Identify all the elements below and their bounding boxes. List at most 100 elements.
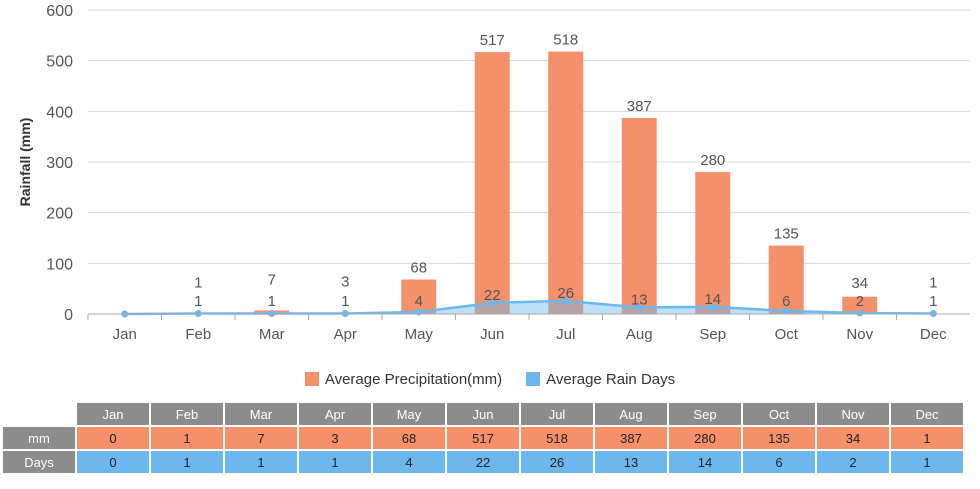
rain-days-labels: 1 1 1 4 22 26 13 14 6 2 1	[194, 285, 937, 310]
data-table: Jan Feb Mar Apr May Jun Jul Aug Sep Oct Nov Dec mm …	[1, 401, 965, 475]
table-row-days: Days 0 1 1 1 4 22 26 13 14 6 2 1	[3, 451, 963, 473]
rain-days-area-fill	[124, 300, 934, 314]
precipitation-bar[interactable]	[842, 296, 878, 314]
x-tick-label: Jan	[113, 326, 137, 343]
x-tick-label: Apr	[334, 326, 357, 343]
table-header-cell: Sep	[669, 403, 741, 425]
x-tick-label: May	[405, 326, 434, 343]
rain-days-value-label: 1	[268, 293, 276, 310]
rain-days-point[interactable]	[488, 299, 496, 307]
table-cell-days: 1	[225, 451, 297, 473]
precipitation-bar[interactable]	[548, 51, 584, 315]
table-cell-mm: 68	[373, 427, 445, 449]
table-header-cell: Mar	[225, 403, 297, 425]
rain-days-value-label: 1	[929, 293, 937, 310]
x-tick-label: Nov	[846, 326, 873, 343]
precipitation-value-label: 3	[341, 273, 349, 290]
table-header-cell: Dec	[891, 403, 963, 425]
precipitation-value-label: 135	[774, 226, 799, 243]
precipitation-value-label: 7	[268, 271, 276, 288]
table-header-cell: Jul	[521, 403, 593, 425]
table-cell-mm: 1	[151, 427, 223, 449]
y-tick-label: 100	[46, 256, 73, 273]
legend-swatch-rain-days	[526, 372, 541, 386]
rain-days-point[interactable]	[782, 307, 790, 315]
legend-swatch-precipitation	[304, 372, 319, 386]
rain-days-point[interactable]	[929, 309, 937, 317]
table-cell-mm: 7	[225, 427, 297, 449]
legend-item-precipitation[interactable]: Average Precipitation(mm)	[304, 371, 502, 388]
table-header-row: Jan Feb Mar Apr May Jun Jul Aug Sep Oct Nov Dec	[3, 403, 963, 425]
rain-days-line	[124, 299, 934, 316]
legend-item-rain-days[interactable]: Average Rain Days	[526, 371, 675, 388]
table-cell-days: 26	[521, 451, 593, 473]
x-tick-label: Dec	[920, 326, 947, 343]
precipitation-bar[interactable]	[695, 172, 731, 314]
rain-days-point[interactable]	[856, 309, 864, 317]
precipitation-bar[interactable]	[401, 279, 437, 314]
legend-label-rain-days: Average Rain Days	[546, 370, 676, 388]
precipitation-value-label: 1	[929, 274, 937, 291]
rain-days-point[interactable]	[194, 309, 202, 317]
x-tick-label: Feb	[185, 326, 211, 343]
rain-days-point[interactable]	[709, 303, 717, 311]
rain-days-value-label: 1	[341, 293, 349, 310]
table-header-cell: Feb	[151, 403, 223, 425]
precipitation-value-label: 34	[851, 275, 868, 292]
table-header-cell: Jun	[447, 403, 519, 425]
table-cell-days: 6	[743, 451, 815, 473]
row-head-days: Days	[3, 451, 75, 473]
table-cell-mm: 34	[817, 427, 889, 449]
table-header-cell: Jan	[77, 403, 149, 425]
table-header-cell: Aug	[595, 403, 667, 425]
x-tick-label: Sep	[699, 326, 726, 343]
precipitation-value-label: 1	[194, 274, 202, 291]
x-tick-label: Mar	[259, 326, 285, 343]
table-cell-mm: 0	[77, 427, 149, 449]
precipitation-bar[interactable]	[474, 52, 510, 314]
table-cell-days: 13	[595, 451, 667, 473]
rain-days-value-label: 2	[856, 293, 864, 310]
table-cell-days: 0	[77, 451, 149, 473]
table-header-cell: Apr	[299, 403, 371, 425]
table-cell-mm: 3	[299, 427, 371, 449]
table-cell-mm: 517	[447, 427, 519, 449]
x-tick-label: Aug	[626, 326, 653, 343]
precipitation-bars	[180, 51, 951, 315]
precipitation-value-label: 387	[627, 98, 652, 115]
table-cell-days: 14	[669, 451, 741, 473]
rain-days-point[interactable]	[635, 303, 643, 311]
x-tick-label: Jul	[556, 326, 575, 343]
precipitation-value-label: 517	[480, 32, 505, 49]
y-tick-label: 400	[46, 104, 73, 121]
rainfall-chart: 0 100 200 300 400 500 600 Rainfall (mm) 1 7 3 68 5…	[17, 3, 970, 343]
rain-days-point[interactable]	[562, 297, 570, 305]
rain-days-value-label: 13	[631, 291, 648, 308]
table-cell-mm: 1	[891, 427, 963, 449]
rain-days-value-label: 22	[484, 287, 501, 304]
legend: Average Precipitation(mm) Average Rain D…	[0, 368, 980, 390]
rain-days-value-label: 26	[557, 285, 574, 302]
table-cell-days: 2	[817, 451, 889, 473]
table-cell-days: 22	[447, 451, 519, 473]
table-cell-days: 1	[151, 451, 223, 473]
rain-days-value-label: 6	[782, 293, 790, 310]
precipitation-bar[interactable]	[621, 117, 657, 314]
grid-lines	[88, 9, 970, 315]
y-tick-label: 600	[46, 3, 73, 20]
table-header-cell: Nov	[817, 403, 889, 425]
rain-days-point[interactable]	[341, 309, 349, 317]
rain-days-point[interactable]	[268, 309, 276, 317]
rain-days-value-label: 14	[704, 291, 721, 308]
precipitation-value-label: 68	[410, 260, 427, 277]
y-tick-label: 0	[64, 307, 73, 324]
table-corner	[3, 403, 75, 425]
table-header-cell: May	[373, 403, 445, 425]
y-tick-label: 200	[46, 206, 73, 223]
precipitation-bar[interactable]	[768, 245, 804, 314]
table-cell-mm: 387	[595, 427, 667, 449]
table-header-cell: Oct	[743, 403, 815, 425]
table-row-mm: mm 0 1 7 3 68 517 518 387 280 135 34 1	[3, 427, 963, 449]
precipitation-value-label: 518	[553, 32, 578, 49]
y-tick-label: 300	[46, 155, 73, 172]
